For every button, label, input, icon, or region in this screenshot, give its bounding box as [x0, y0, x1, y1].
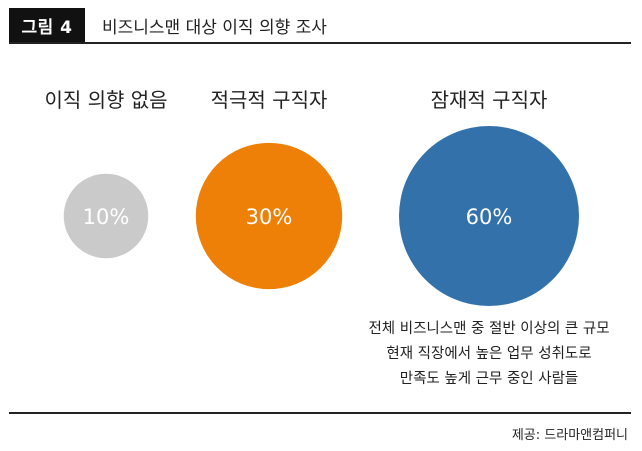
annotation-line-3: 만족도 높게 근무 중인 사람들 [400, 370, 579, 387]
category-label-active: 적극적 구직자 [211, 88, 328, 112]
value-label-no-intent: 10% [83, 205, 130, 229]
source-credit: 제공: 드라마앤컴퍼니 [511, 428, 628, 443]
header-divider [9, 42, 631, 44]
value-label-active: 30% [246, 205, 293, 229]
bubble-passive [399, 126, 579, 306]
annotation-line-1: 전체 비즈니스맨 중 절반 이상의 큰 규모 [368, 320, 609, 337]
figure-header: 그림 4 비즈니스맨 대상 이직 의향 조사 [9, 8, 631, 42]
figure-label: 그림 4 [9, 8, 85, 42]
category-label-passive: 잠재적 구직자 [431, 88, 548, 112]
footer-divider [9, 412, 631, 414]
category-label-no-intent: 이직 의향 없음 [44, 88, 167, 112]
bubble-active [195, 142, 343, 290]
value-label-passive: 60% [466, 205, 513, 229]
bubble-no-intent [63, 173, 149, 259]
annotation-line-2: 현재 직장에서 높은 업무 성취도로 [386, 345, 591, 362]
figure-title: 비즈니스맨 대상 이직 의향 조사 [102, 17, 327, 38]
